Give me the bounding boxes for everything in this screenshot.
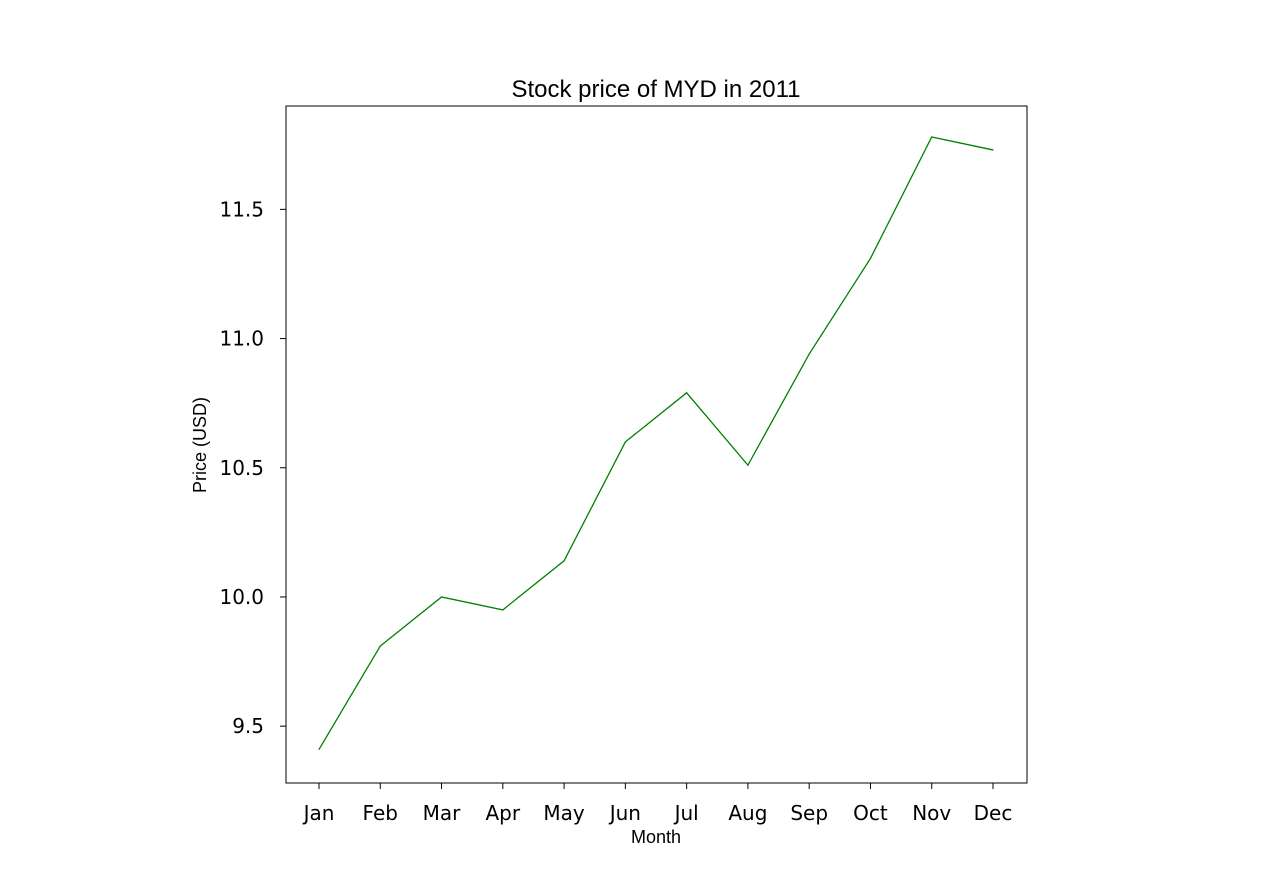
y-tick-label: 10.5 (219, 456, 264, 480)
data-point (808, 353, 810, 355)
data-point (379, 645, 381, 647)
data-point (931, 136, 933, 138)
data-point (686, 392, 688, 394)
data-point (624, 441, 626, 443)
data-point (992, 149, 994, 151)
data-point (502, 609, 504, 611)
x-tick-label: Nov (912, 801, 951, 825)
x-tick-label: Sep (790, 801, 828, 825)
x-tick-label: Oct (853, 801, 888, 825)
data-point (563, 560, 565, 562)
y-tick-label: 11.0 (219, 327, 264, 351)
data-point (747, 464, 749, 466)
data-point (440, 596, 443, 598)
x-tick-label: Dec (974, 801, 1013, 825)
series-line (318, 136, 994, 750)
x-tick-label: Mar (423, 801, 462, 825)
y-tick-label: 10.0 (219, 585, 264, 609)
data-point (318, 748, 320, 751)
y-tick-label: 9.5 (232, 714, 264, 738)
x-tick-label: Jul (673, 801, 699, 825)
plot-area-frame (285, 105, 1028, 784)
x-tick-label: May (543, 801, 585, 825)
x-tick-label: Apr (486, 801, 521, 825)
data-point (869, 257, 872, 260)
series-group (318, 136, 994, 751)
x-axis: Jan Feb Mar Apr May Jun Jul Aug Sep Oct Nov Dec (302, 783, 1013, 825)
x-tick-label: Feb (363, 801, 398, 825)
x-axis-label: Month (631, 827, 681, 847)
x-tick-label: Jan (302, 801, 335, 825)
y-axis-label: Price (USD) (190, 397, 210, 493)
y-tick-label: 11.5 (219, 197, 264, 221)
x-tick-label: Aug (728, 801, 767, 825)
y-axis: 9.5 10.0 10.5 11.0 11.5 (219, 197, 286, 738)
x-tick-label: Jun (608, 801, 641, 825)
chart-title: Stock price of MYD in 2011 (511, 76, 800, 103)
